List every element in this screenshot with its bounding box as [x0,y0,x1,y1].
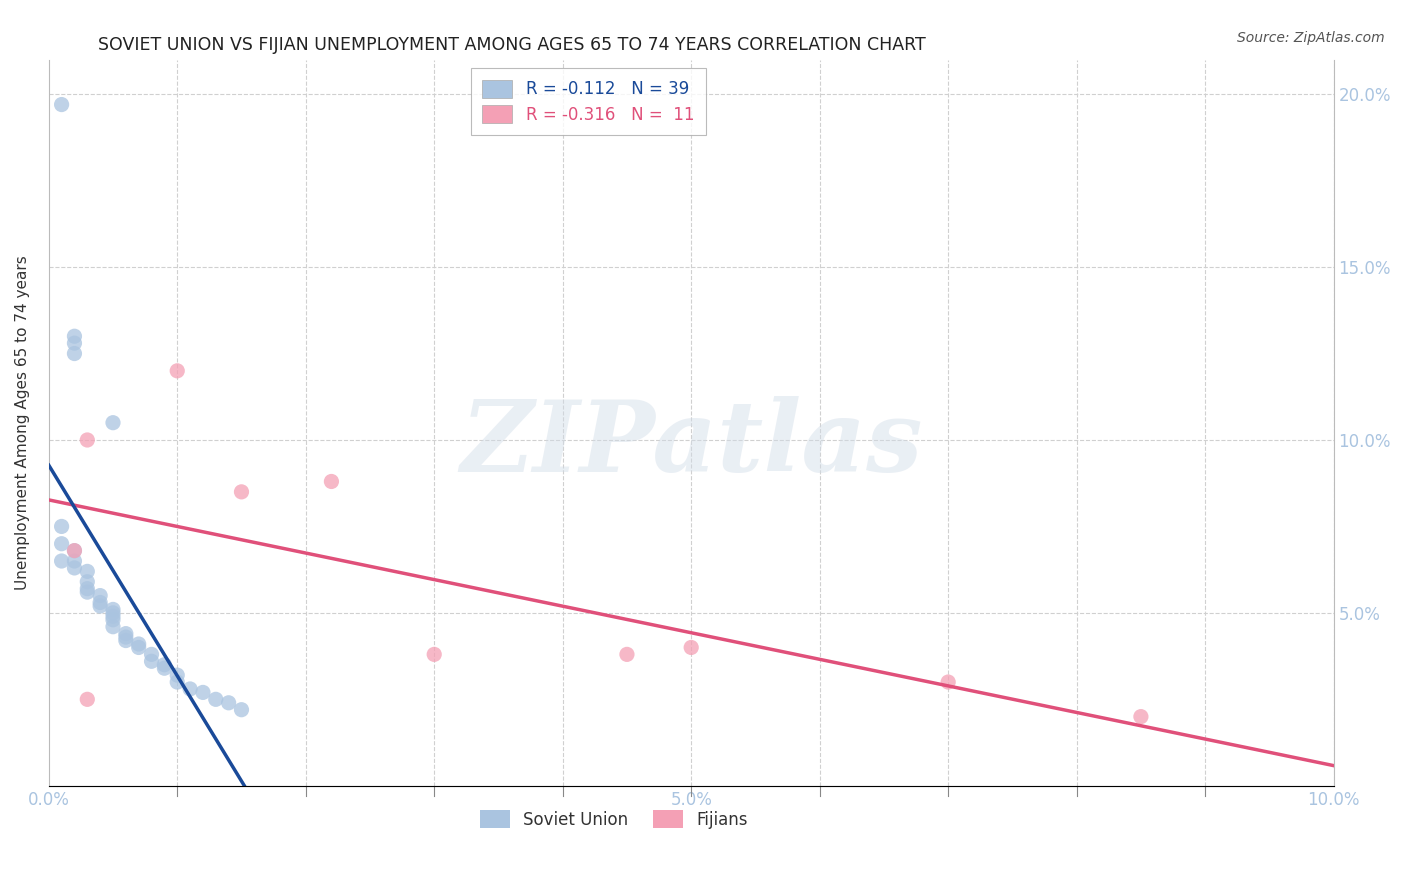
Point [51,97,73,112]
Point [89,595,111,609]
Point [936,675,959,690]
Point [76,433,98,447]
Point [76,692,98,706]
Point [218,696,240,710]
Point [128,637,150,651]
Point [115,626,138,640]
Point [63,329,86,343]
Point [101,606,124,620]
Point [166,364,188,378]
Point [423,648,446,662]
Point [166,668,188,682]
Point [128,640,150,655]
Point [63,336,86,351]
Point [76,582,98,596]
Text: SOVIET UNION VS FIJIAN UNEMPLOYMENT AMONG AGES 65 TO 74 YEARS CORRELATION CHART: SOVIET UNION VS FIJIAN UNEMPLOYMENT AMON… [98,36,927,54]
Point [231,703,253,717]
Y-axis label: Unemployment Among Ages 65 to 74 years: Unemployment Among Ages 65 to 74 years [15,255,30,591]
Point [179,681,201,696]
Point [76,565,98,579]
Point [63,554,86,568]
Point [51,537,73,551]
Point [321,475,343,489]
Point [115,630,138,644]
Point [101,602,124,616]
Point [1129,709,1152,723]
Point [191,685,214,699]
Legend: Soviet Union, Fijians: Soviet Union, Fijians [474,804,755,836]
Point [101,609,124,624]
Point [101,620,124,634]
Point [115,633,138,648]
Point [101,416,124,430]
Point [89,599,111,613]
Point [89,589,111,603]
Point [76,574,98,589]
Point [63,543,86,558]
Point [63,561,86,575]
Point [51,519,73,533]
Point [153,657,176,672]
Point [681,640,703,655]
Point [63,346,86,360]
Point [63,543,86,558]
Point [101,613,124,627]
Point [141,654,163,668]
Point [204,692,226,706]
Point [616,648,638,662]
Point [153,661,176,675]
Point [76,585,98,599]
Point [166,675,188,690]
Text: Source: ZipAtlas.com: Source: ZipAtlas.com [1237,31,1385,45]
Point [141,648,163,662]
Text: ZIPatlas: ZIPatlas [460,396,922,492]
Point [51,554,73,568]
Point [231,484,253,499]
